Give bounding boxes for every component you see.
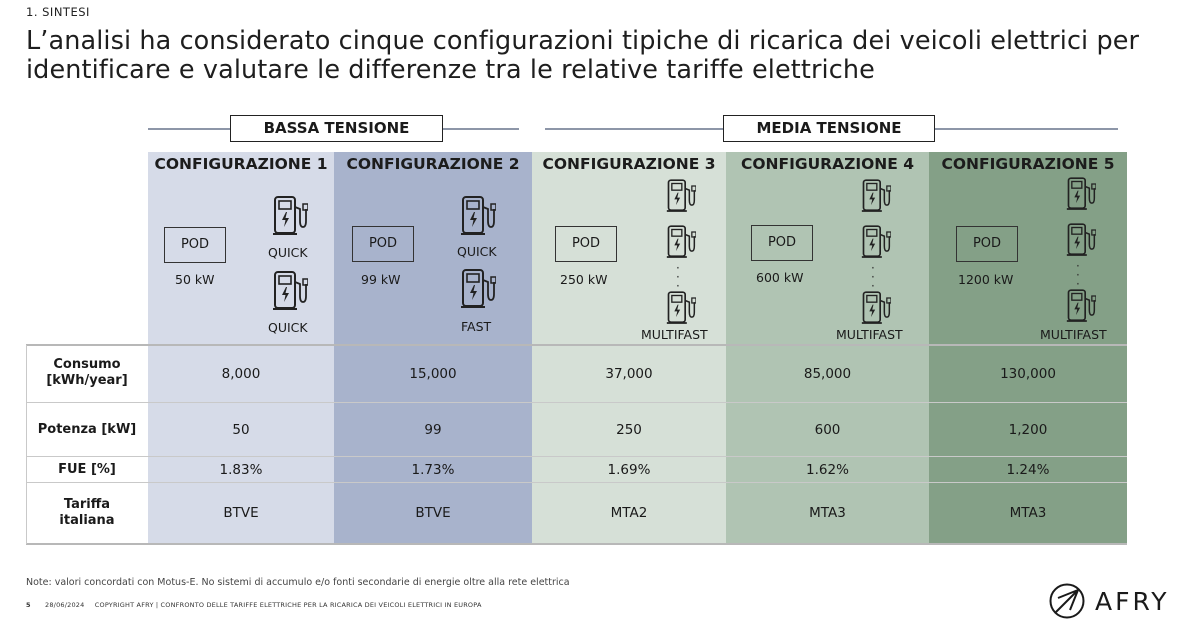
power-label: 1200 kW [958, 272, 1014, 287]
table-cell: 1.73% [411, 462, 455, 478]
table-cell: 99 [424, 422, 442, 438]
pod-box: POD [956, 226, 1018, 262]
row-label-potenza: Potenza [kW] [37, 422, 137, 437]
pod-box: POD [555, 226, 617, 262]
config-4-column [726, 152, 929, 544]
medium-tension-line-left [545, 128, 723, 130]
table-cell: MTA3 [1009, 505, 1047, 521]
table-cell: BTVE [223, 505, 259, 521]
table-cell: MTA3 [809, 505, 846, 521]
row-label-line: italiana [59, 513, 115, 528]
power-label: 50 kW [175, 272, 215, 287]
ellipsis-dot: · [871, 270, 875, 284]
row-label-consumo: Consumo [kWh/year] [26, 357, 148, 389]
low-tension-line-left [148, 128, 230, 130]
row-label-line: Consumo [53, 357, 121, 372]
table-cell: 1.69% [607, 462, 651, 478]
config-5-title: CONFIGURAZIONE 5 [941, 155, 1115, 173]
config-4-title: CONFIGURAZIONE 4 [740, 155, 915, 173]
page-number: 5 [26, 601, 31, 609]
table-cell: BTVE [415, 505, 451, 521]
config-2-column [334, 152, 532, 544]
low-tension-label: BASSA TENSIONE [230, 115, 443, 142]
power-label: 250 kW [560, 272, 608, 287]
table-cell: 1.62% [806, 462, 849, 478]
config-1-column [148, 152, 334, 544]
section-label: 1. SINTESI [26, 5, 90, 19]
ev-charger-icon [666, 291, 696, 324]
footnote: Note: valori concordati con Motus-E. No … [26, 577, 570, 588]
config-3-title: CONFIGURAZIONE 3 [542, 155, 716, 173]
low-tension-line-right [443, 128, 519, 130]
ev-charger-icon [861, 179, 891, 212]
charger-type-label: QUICK [268, 245, 308, 260]
footer-copyright: COPYRIGHT AFRY | CONFRONTO DELLE TARIFFE… [94, 601, 482, 609]
charger-type-label: MULTIFAST [641, 327, 708, 342]
ev-charger-icon [1066, 289, 1096, 322]
table-cell: 1,200 [1008, 422, 1048, 438]
charger-type-label: FAST [461, 319, 492, 334]
table-row-divider [26, 482, 1127, 483]
charger-type-label: MULTIFAST [1040, 327, 1107, 342]
ellipsis-dot: · [676, 279, 680, 293]
table-cell: 50 [232, 422, 250, 438]
ellipsis-dot: · [1076, 277, 1080, 291]
ellipsis-dot: · [1076, 259, 1080, 273]
footer-date: 28/06/2024 [45, 601, 85, 609]
ev-charger-icon [861, 291, 891, 324]
ellipsis-dot: · [1076, 268, 1080, 282]
medium-tension-label: MEDIA TENSIONE [723, 115, 935, 142]
pod-box: POD [352, 226, 414, 262]
afry-logo-text: AFRY [1095, 587, 1170, 616]
table-left-border [26, 345, 27, 544]
ellipsis-dot: · [676, 261, 680, 275]
config-3-column [532, 152, 726, 544]
medium-tension-line-right [935, 128, 1118, 130]
page-title: L’analisi ha considerato cinque configur… [26, 26, 1140, 85]
footer-bar: 5 28/06/2024 COPYRIGHT AFRY | CONFRONTO … [26, 601, 482, 609]
ev-charger-icon [666, 225, 696, 258]
row-label-fue: FUE [%] [58, 462, 116, 477]
pod-box: POD [751, 225, 813, 261]
table-row-divider [26, 456, 1127, 457]
table-cell: MTA2 [610, 505, 648, 521]
config-2-title: CONFIGURAZIONE 2 [346, 155, 520, 173]
table-cell: 1.83% [219, 462, 263, 478]
table-cell: 1.24% [1006, 462, 1050, 478]
ev-charger-icon [1066, 177, 1096, 210]
charger-type-label: QUICK [268, 320, 308, 335]
table-row-divider [26, 402, 1127, 403]
ellipsis-dot: · [676, 270, 680, 284]
ev-charger-icon [272, 196, 308, 235]
ev-charger-icon [861, 225, 891, 258]
power-label: 99 kW [361, 272, 401, 287]
ev-charger-icon [460, 196, 496, 235]
config-1-title: CONFIGURAZIONE 1 [154, 155, 328, 173]
row-label-line: [kWh/year] [46, 373, 128, 388]
row-label-tariffa: Tariffa italiana [26, 497, 148, 529]
table-cell: 130,000 [1000, 366, 1056, 382]
power-label: 600 kW [756, 270, 804, 285]
ev-charger-icon [666, 179, 696, 212]
pod-box: POD [164, 227, 226, 263]
ev-charger-icon [272, 271, 308, 310]
table-top-border [26, 344, 1127, 346]
ellipsis-dot: · [871, 279, 875, 293]
ev-charger-icon [460, 269, 496, 308]
table-cell: 37,000 [605, 366, 653, 382]
table-cell: 8,000 [221, 366, 261, 382]
table-cell: 250 [616, 422, 642, 438]
charger-type-label: QUICK [457, 244, 497, 259]
table-cell: 600 [814, 422, 841, 438]
table-bottom-border [26, 543, 1127, 545]
table-cell: 85,000 [803, 366, 852, 382]
ellipsis-dot: · [871, 261, 875, 275]
afry-logo-icon [1049, 583, 1085, 619]
table-cell: 15,000 [409, 366, 457, 382]
ev-charger-icon [1066, 223, 1096, 256]
charger-type-label: MULTIFAST [836, 327, 903, 342]
config-5-column [929, 152, 1127, 544]
row-label-line: Tariffa [63, 497, 111, 512]
